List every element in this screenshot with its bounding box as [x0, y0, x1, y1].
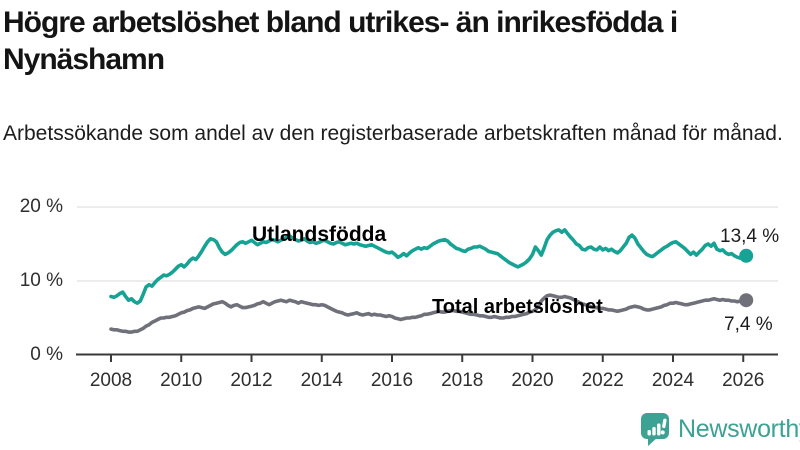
- end-value-total-arbetsloshet: 7,4 %: [724, 314, 773, 335]
- y-axis-tick-label: 20 %: [19, 196, 63, 217]
- series-line-0: [109, 228, 748, 305]
- x-axis-tick-label: 2024: [651, 370, 695, 391]
- x-axis-tick-label: 2016: [370, 370, 414, 391]
- page-title: Högre arbetslöshet bland utrikes- än inr…: [3, 6, 678, 76]
- y-axis-tick-label: 0 %: [30, 344, 63, 365]
- x-axis-tick-label: 2014: [300, 370, 343, 391]
- series-line-1: [109, 293, 748, 334]
- x-axis-tick-label: 2018: [441, 370, 484, 391]
- x-axis-tick-label: 2010: [160, 370, 203, 391]
- y-axis-tick-label: 10 %: [19, 270, 63, 291]
- chart-subtitle: Arbetssökande som andel av den registerb…: [3, 122, 783, 145]
- newsworthy-wordmark: Newsworthy: [678, 415, 800, 443]
- x-axis-tick-label: 2020: [511, 370, 554, 391]
- end-value-utlandsfodda: 13,4 %: [720, 226, 780, 247]
- series-label-total-arbetsloshet: Total arbetslöshet: [432, 296, 603, 318]
- x-axis-tick-label: 2022: [581, 370, 624, 391]
- series-label-utlandsfodda: Utlandsfödda: [252, 223, 387, 246]
- newsworthy-bar-chart-bubble-icon: [641, 413, 669, 446]
- x-axis-tick-label: 2008: [89, 370, 133, 391]
- series-end-dot-0: [739, 248, 754, 263]
- x-axis-tick-label: 2026: [722, 370, 765, 391]
- series-end-dot-1: [739, 293, 754, 308]
- x-axis-tick-label: 2012: [230, 370, 273, 391]
- newsworthy-logo-link[interactable]: Newsworthy: [640, 412, 800, 447]
